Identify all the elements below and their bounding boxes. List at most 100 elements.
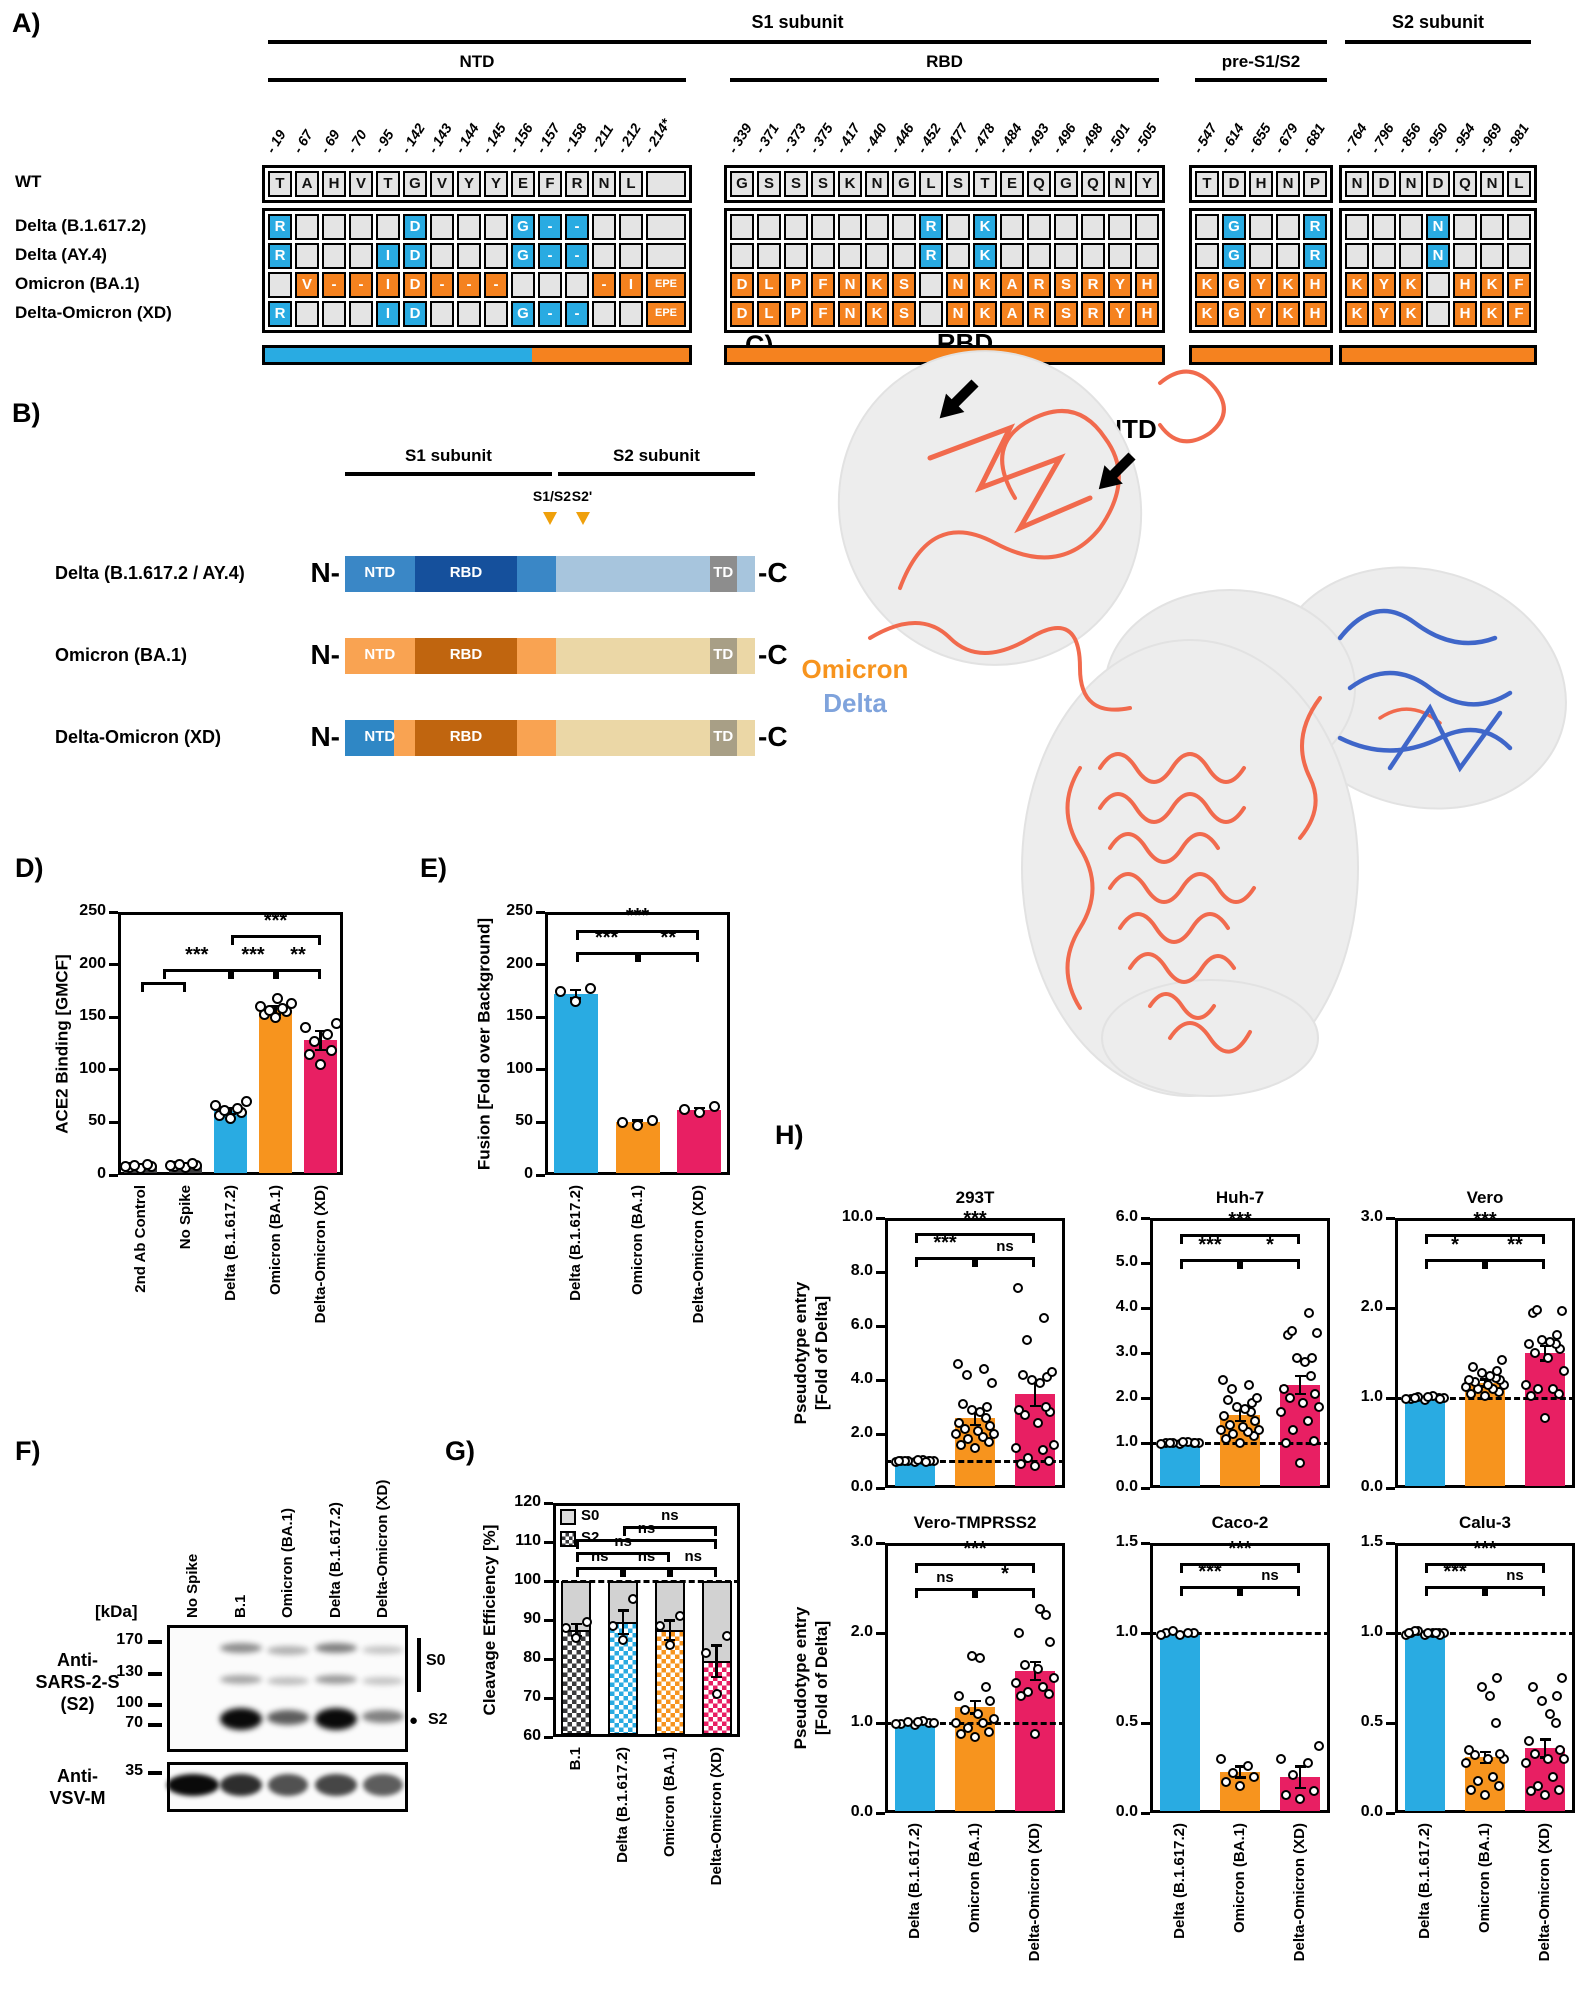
sig-bracket-line <box>575 951 638 955</box>
y-tick-label: 1.5 <box>1115 1533 1138 1550</box>
data-point <box>264 1005 276 1017</box>
y-tick <box>1141 1216 1150 1220</box>
domain-segment <box>345 720 395 756</box>
y-tick <box>544 1579 553 1583</box>
mutation-cell: G <box>511 243 535 269</box>
data-point <box>1288 1770 1299 1781</box>
mutation-cell: R <box>565 171 589 197</box>
s2prime-arrow-icon <box>576 512 590 525</box>
mutation-cell <box>730 214 754 240</box>
y-tick-label: 0.0 <box>1360 1803 1383 1820</box>
data-point <box>1038 1682 1049 1692</box>
reference-dashed-line <box>553 1579 740 1583</box>
sig-label: ns <box>996 1238 1014 1256</box>
y-tick-label: 1.0 <box>1115 1433 1138 1450</box>
data-point <box>1041 1402 1052 1412</box>
data-point <box>1476 1367 1487 1378</box>
mutation-cell: Q <box>1081 171 1105 197</box>
data-point <box>664 1640 675 1651</box>
sig-bracket-drop <box>227 968 231 979</box>
mutation-cell: T <box>268 171 292 197</box>
sig-bracket-line <box>576 1538 717 1542</box>
position-label: - 950 <box>1420 120 1451 156</box>
sig-label: ns <box>661 1507 679 1525</box>
x-category-label: B.1 <box>567 1747 585 1771</box>
error-cap <box>315 1029 326 1033</box>
vsvm-band <box>219 1774 262 1796</box>
data-point <box>1023 1453 1034 1464</box>
data-point <box>1310 1388 1321 1399</box>
sig-bracket-drop <box>1542 1259 1545 1270</box>
data-point <box>1032 1664 1043 1674</box>
mutation-cell: K <box>1195 301 1219 327</box>
data-point <box>276 1003 288 1015</box>
mutation-cell: - <box>592 272 616 298</box>
mutation-cell: G <box>511 301 535 327</box>
sig-bracket-drop <box>1032 1562 1035 1573</box>
domain-segment <box>736 720 755 756</box>
y-tick <box>544 1735 553 1739</box>
sig-bracket-line <box>576 1551 670 1555</box>
domain-segment <box>736 556 755 592</box>
data-point <box>963 1434 974 1445</box>
mutation-cell <box>349 214 373 240</box>
position-label: - 440 <box>859 120 890 156</box>
data-point <box>303 1048 315 1060</box>
domain-segment <box>345 556 415 592</box>
section-header-line <box>1195 78 1327 82</box>
blot-lane-label: B.1 <box>231 1594 249 1618</box>
protein-band <box>219 1674 262 1684</box>
data-point <box>1552 1330 1563 1340</box>
sig-label: *** <box>241 943 265 966</box>
data-point <box>616 1116 628 1128</box>
data-point <box>912 1717 923 1728</box>
domain-segment <box>556 638 710 674</box>
mutation-cell: - <box>538 243 562 269</box>
data-point <box>1422 1392 1433 1403</box>
mutation-cell: S <box>892 301 916 327</box>
domain-segment-label: RBD <box>449 564 483 581</box>
n-terminus-label: N- <box>310 557 340 588</box>
s2-dot-icon: ● <box>409 1712 419 1729</box>
mutation-cell: H <box>1135 272 1159 298</box>
mutation-cell <box>1195 214 1219 240</box>
domain-segment <box>709 720 737 756</box>
domain-segment <box>709 638 737 674</box>
mutation-cell: N <box>1345 171 1369 197</box>
error-cap <box>1294 1765 1306 1768</box>
data-point <box>1523 1736 1534 1746</box>
error-cap <box>711 1675 723 1679</box>
data-point <box>1559 1754 1570 1764</box>
spike-domain-bar: NTD RBD TD <box>345 556 755 592</box>
position-label: - 477 <box>940 120 971 156</box>
data-point <box>1542 1352 1553 1363</box>
error-cap <box>617 1609 629 1612</box>
data-point <box>1011 1442 1022 1453</box>
mutation-cell: K <box>1399 301 1423 327</box>
mutation-cell: S <box>784 171 808 197</box>
data-point <box>978 1431 989 1442</box>
mutation-cell <box>457 301 481 327</box>
mutation-cell <box>784 214 808 240</box>
kda-tick <box>148 1671 162 1676</box>
mutation-cell: S <box>757 171 781 197</box>
y-tick <box>876 1721 885 1725</box>
data-point <box>1533 1781 1544 1791</box>
data-point <box>1548 1384 1559 1394</box>
mutation-cell <box>1276 243 1300 269</box>
data-point <box>985 1695 996 1706</box>
sig-bracket-line <box>1180 1233 1300 1237</box>
sig-bracket-drop <box>575 929 579 940</box>
panel-b-label: B) <box>12 398 41 428</box>
mutation-cell: Y <box>1372 301 1396 327</box>
sig-bracket-drop <box>713 1567 717 1578</box>
c-terminus-label: -C <box>758 557 788 588</box>
mutation-cell <box>1480 214 1504 240</box>
y-tick-label: 0.0 <box>1360 1478 1383 1495</box>
error-bar <box>1238 1766 1242 1777</box>
data-point <box>1226 1384 1237 1394</box>
chart-title-h2: Huh-7 <box>1215 1188 1265 1207</box>
data-point <box>1021 1334 1032 1345</box>
row-label-variant: Delta-Omicron (XD) <box>15 303 172 322</box>
